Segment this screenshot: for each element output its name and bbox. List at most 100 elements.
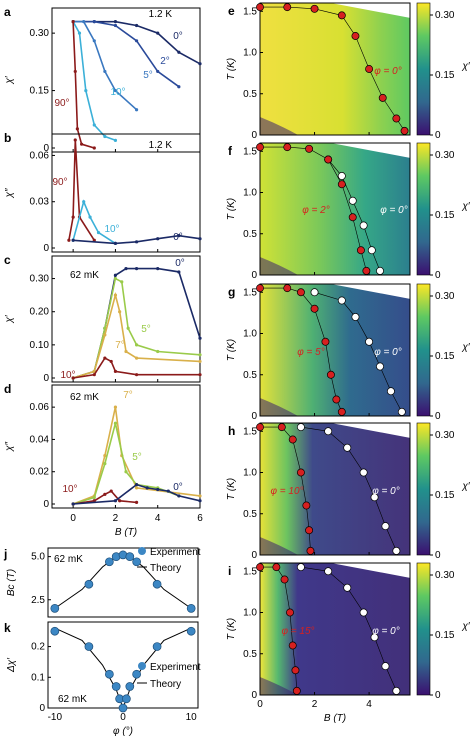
y-axis-label: T (K) <box>226 58 237 80</box>
data-point <box>177 494 181 498</box>
experiment-point <box>125 682 135 691</box>
boundary-point <box>256 3 264 12</box>
boundary-point <box>292 686 301 695</box>
boundary-point <box>283 3 292 12</box>
panel-j: j Bc (T) 5.0 2.5 62 mK Experiment Theory <box>3 547 201 618</box>
boundary-point <box>296 288 305 297</box>
low-field-region <box>260 117 298 135</box>
boundary-point <box>283 143 292 152</box>
y-tick-label: 0 <box>251 270 257 281</box>
boundary-point <box>310 288 319 297</box>
boundary-point <box>370 493 379 502</box>
heatmap-field <box>260 423 410 555</box>
data-point <box>84 88 88 93</box>
series-line <box>72 277 201 379</box>
data-point <box>71 238 75 242</box>
data-point <box>92 373 96 377</box>
boundary-point <box>256 143 264 152</box>
phi-label: φ = 0° <box>372 626 399 637</box>
data-point <box>156 237 160 241</box>
data-point <box>134 356 139 360</box>
boundary-point <box>378 93 387 102</box>
phi-label: φ = 0° <box>380 205 407 216</box>
boundary-point <box>365 337 374 346</box>
colorbar <box>416 2 431 136</box>
colorbar-label: χ′ <box>461 621 470 632</box>
experiment-point <box>118 703 128 713</box>
x-axis-label: B (T) <box>324 713 346 724</box>
temperature-label: 62 mK <box>58 694 87 705</box>
legend-label: Experiment <box>150 662 201 673</box>
colorbar-label: χ′ <box>461 481 470 492</box>
boundary-point <box>305 144 314 153</box>
panel-label: d <box>4 382 11 396</box>
data-point <box>75 127 79 131</box>
panel-h: h T (K) 1.5 1.0 0.5 0 φ = 10° φ = 0° 0.30 0.15 0 χ′ <box>226 422 471 561</box>
data-point <box>177 234 181 238</box>
boundary-point <box>324 567 333 576</box>
panel-label: h <box>228 424 235 438</box>
y-tick-label: 0 <box>43 373 49 384</box>
y-axis-label: χ″ <box>4 188 15 198</box>
experiment-point <box>125 552 135 561</box>
angle-label: 5° <box>141 324 151 335</box>
y-tick-label: 0.5 <box>243 370 257 381</box>
heatmap-field <box>260 143 410 275</box>
experiment-point <box>105 669 114 679</box>
phi-label: φ = 15° <box>281 626 314 637</box>
colorbar-tick-label: 0.15 <box>435 210 455 221</box>
data-point <box>103 69 107 74</box>
angle-label: 10° <box>104 224 119 235</box>
data-point <box>198 499 202 503</box>
experiment-point <box>186 604 196 613</box>
series-line <box>68 139 95 241</box>
boundary-point <box>291 666 300 675</box>
angle-label: 0° <box>173 482 183 493</box>
heatmap-field <box>260 3 410 135</box>
data-point <box>80 142 84 146</box>
x-tick-label: 0 <box>70 513 76 524</box>
boundary-point <box>337 296 346 305</box>
boundary-point <box>296 468 305 477</box>
boundary-point <box>337 180 346 189</box>
series-line <box>72 291 201 379</box>
angle-label: 10° <box>60 370 75 381</box>
y-axis-label: χ″ <box>4 442 15 452</box>
colorbar <box>416 422 431 556</box>
data-point <box>134 240 139 244</box>
y-tick-label: 0.5 <box>243 229 257 240</box>
boundary-point <box>367 246 376 255</box>
data-point <box>156 487 160 492</box>
y-axis-label: χ′ <box>4 75 15 84</box>
experiment-point <box>186 626 196 636</box>
series-line <box>73 483 201 505</box>
y-tick-label: 1.5 <box>243 146 257 157</box>
x-tick-label: 4 <box>366 699 372 710</box>
data-point <box>134 373 139 377</box>
panel-label: f <box>228 144 233 158</box>
boundary-point <box>348 196 357 205</box>
experiment-point <box>111 682 121 691</box>
y-tick-label: 0.03 <box>30 197 50 208</box>
boundary-point <box>359 608 368 617</box>
low-field-region <box>260 537 298 555</box>
panel-e: e T (K) 1.5 1.0 0.5 0 φ = 0° 0.30 0.15 0 χ′ <box>226 2 471 141</box>
legend-marker <box>138 547 146 555</box>
unmeasured-region <box>330 423 410 438</box>
experiment-point <box>105 557 114 567</box>
panel-f: f T (K) 1.5 1.0 0.5 0 φ = 2° φ = 0° 0.30 0.15 0 χ′ <box>226 142 471 281</box>
data-point <box>118 310 122 314</box>
data-point <box>113 405 118 409</box>
y-tick-label: 1.0 <box>243 329 257 340</box>
x-axis-label: B (T) <box>115 527 137 538</box>
x-tick-label: 4 <box>155 513 161 524</box>
data-point <box>67 238 71 242</box>
boundary-point <box>296 423 305 432</box>
colorbar-tick-label: 0.30 <box>435 570 455 581</box>
experiment-point <box>122 694 131 704</box>
data-point <box>118 499 122 503</box>
y-tick-label: 0.20 <box>30 307 50 318</box>
phi-label: φ = 0° <box>374 66 401 77</box>
boundary-point <box>343 443 352 452</box>
boundary-point <box>305 526 314 535</box>
